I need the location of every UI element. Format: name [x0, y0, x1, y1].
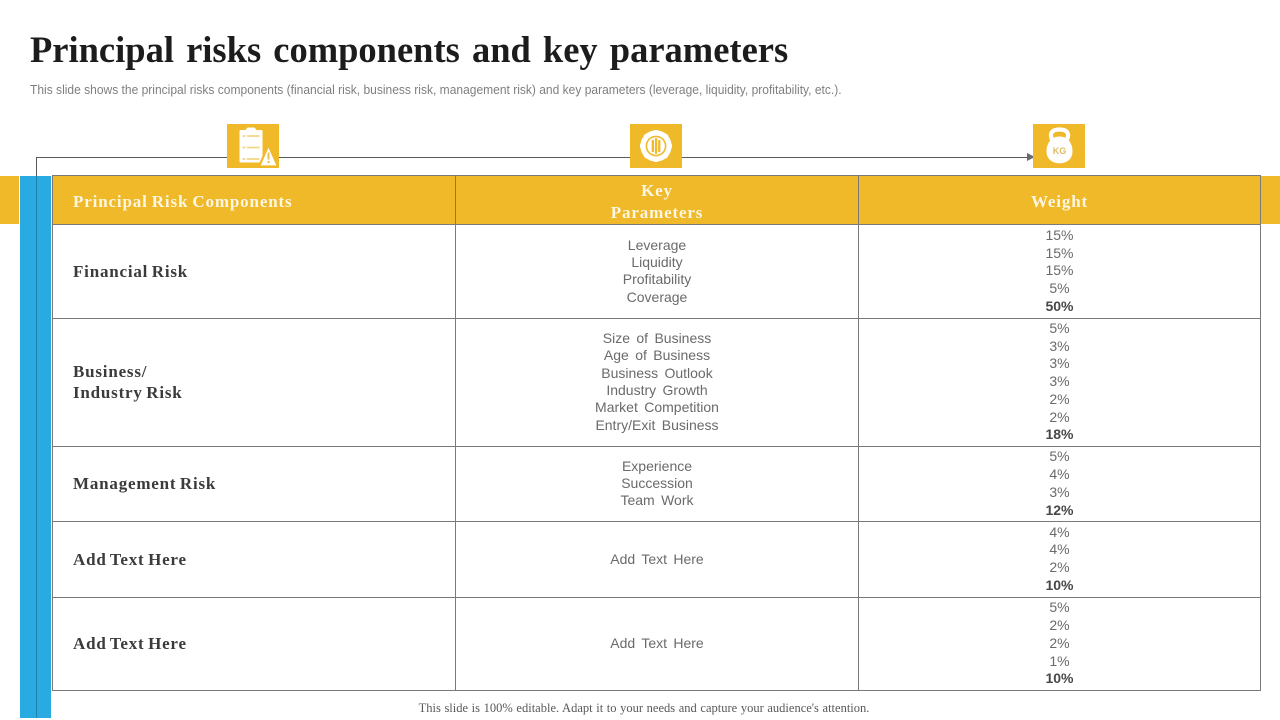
svg-text:KG: KG [1053, 146, 1067, 156]
